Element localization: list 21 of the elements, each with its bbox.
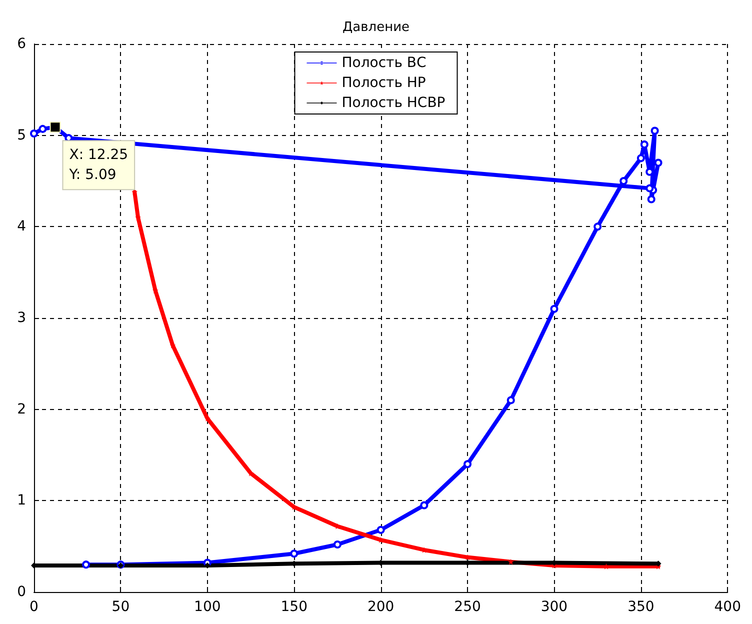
y-tick-label: 5: [17, 127, 26, 144]
annotation: X: 12.25 Y: 5.09: [68, 147, 128, 184]
y-tick-label: 1: [17, 492, 26, 509]
legend-label: Полость ВС: [342, 55, 427, 71]
x-tick-label: 300: [540, 599, 568, 615]
x-tick-label: 100: [194, 599, 221, 615]
y-tick-label: 3: [17, 310, 26, 326]
x-tick-label: 50: [112, 599, 130, 615]
y-tick-label: 0: [17, 584, 26, 600]
chart-title: Давление: [342, 20, 410, 35]
y-tick-label: 6: [17, 36, 26, 52]
legend-label: Полость НР: [342, 75, 426, 91]
x-tick-label: 0: [30, 599, 38, 615]
x-tick-label: 250: [454, 599, 481, 615]
y-tick-label: 4: [17, 218, 26, 235]
legend-label: Полость НСВР: [342, 95, 446, 111]
x-tick-label: 150: [280, 599, 308, 615]
x-tick-label: 350: [628, 599, 654, 615]
x-tick-label: 200: [367, 599, 394, 615]
y-tick-label: 2: [17, 401, 26, 418]
x-tick-label: 400: [714, 599, 742, 615]
